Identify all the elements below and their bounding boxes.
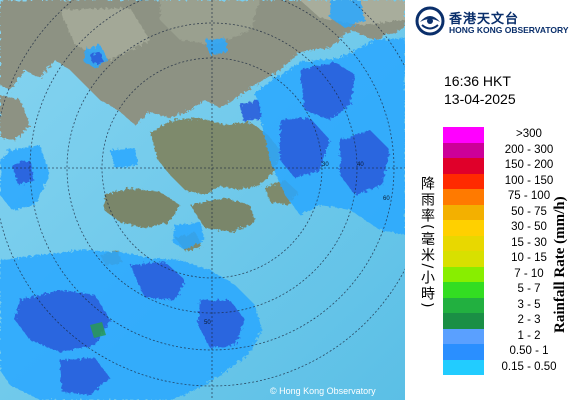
legend-row: 0.15 - 0.50 xyxy=(443,359,573,376)
legend-label: 0.50 - 1 xyxy=(509,345,549,358)
logo-name-en: HONG KONG OBSERVATORY xyxy=(449,25,569,35)
legend-swatch xyxy=(443,328,484,345)
legend-swatch xyxy=(443,189,484,205)
radar-time: 16:36 HKT xyxy=(444,73,511,89)
logo-name-cn: 香港天文台 xyxy=(449,12,520,27)
radar-map-svg: 30 40 50 60 © Hong Kong Observatory xyxy=(0,0,431,400)
legend-row: 15 - 30 xyxy=(443,235,573,252)
legend-swatch xyxy=(443,344,484,360)
radar-date: 13-04-2025 xyxy=(444,91,516,107)
legend-swatch xyxy=(443,220,484,236)
legend-row: 100 - 150 xyxy=(443,173,573,190)
legend-row: >300 xyxy=(443,127,573,143)
legend-row: 200 - 300 xyxy=(443,142,573,159)
legend-swatch xyxy=(443,142,484,159)
legend-swatch xyxy=(443,282,484,298)
legend-row: 1 - 2 xyxy=(443,328,573,345)
legend-row: 2 - 3 xyxy=(443,313,573,329)
legend-row: 30 - 50 xyxy=(443,220,573,236)
legend-label: 75 - 100 xyxy=(507,190,551,203)
legend-swatch xyxy=(443,266,484,283)
rain-echo-heavy xyxy=(90,322,106,338)
legend-label: 3 - 5 xyxy=(517,298,541,311)
info-panel: 香港天文台 HONG KONG OBSERVATORY 16:36 HKT 13… xyxy=(405,0,577,400)
legend-label: 150 - 200 xyxy=(504,159,554,172)
radar-map[interactable]: 30 40 50 60 © Hong Kong Observatory xyxy=(0,0,431,400)
range-ring-labels: 30 40 50 60 xyxy=(204,162,390,326)
legend-swatch xyxy=(443,158,484,174)
legend-swatch xyxy=(443,127,484,143)
range-label-50: 50 xyxy=(204,320,211,326)
range-label-30: 30 xyxy=(322,162,329,168)
range-label-60: 60 xyxy=(383,196,390,202)
legend-row: 3 - 5 xyxy=(443,297,573,314)
legend-swatch xyxy=(443,173,484,190)
legend-swatch xyxy=(443,313,484,329)
legend-label: 2 - 3 xyxy=(517,314,541,327)
legend-swatch xyxy=(443,204,484,221)
legend-swatch xyxy=(443,251,484,267)
legend-label: 10 - 15 xyxy=(511,252,547,265)
legend-swatch xyxy=(443,235,484,252)
legend-row: 10 - 15 xyxy=(443,251,573,267)
legend-label: 15 - 30 xyxy=(511,236,547,249)
range-label-40: 40 xyxy=(357,162,364,168)
legend-label: 50 - 75 xyxy=(511,205,547,218)
rainfall-legend: >300 200 - 300 150 - 200 100 - 150 75 - … xyxy=(443,127,573,376)
mainland-land xyxy=(0,0,405,140)
legend-row: 0.50 - 1 xyxy=(443,344,573,360)
legend-label: 30 - 50 xyxy=(511,221,547,234)
copyright-text: © Hong Kong Observatory xyxy=(270,386,376,396)
legend-label: 1 - 2 xyxy=(517,329,541,342)
legend-row: 50 - 75 xyxy=(443,204,573,221)
rain-echo-moderate xyxy=(12,52,390,395)
legend-title-cn: 降雨率(毫米/小時) xyxy=(419,176,435,310)
legend-label: 5 - 7 xyxy=(517,283,541,296)
legend-swatch xyxy=(443,359,484,376)
legend-label: >300 xyxy=(516,128,542,140)
legend-label: 100 - 150 xyxy=(504,174,554,187)
legend-row: 75 - 100 xyxy=(443,189,573,205)
legend-label: 0.15 - 0.50 xyxy=(501,360,557,373)
legend-label: 7 - 10 xyxy=(514,267,544,280)
legend-title-en: Rainfall Rate (mm/h) xyxy=(552,196,568,334)
legend-row: 150 - 200 xyxy=(443,158,573,174)
hko-logo[interactable]: 香港天文台 HONG KONG OBSERVATORY xyxy=(415,6,575,38)
hko-logo-icon xyxy=(415,6,445,36)
legend-label: 200 - 300 xyxy=(504,143,554,156)
legend-swatch xyxy=(443,297,484,314)
legend-row: 7 - 10 xyxy=(443,266,573,283)
legend-row: 5 - 7 xyxy=(443,282,573,298)
